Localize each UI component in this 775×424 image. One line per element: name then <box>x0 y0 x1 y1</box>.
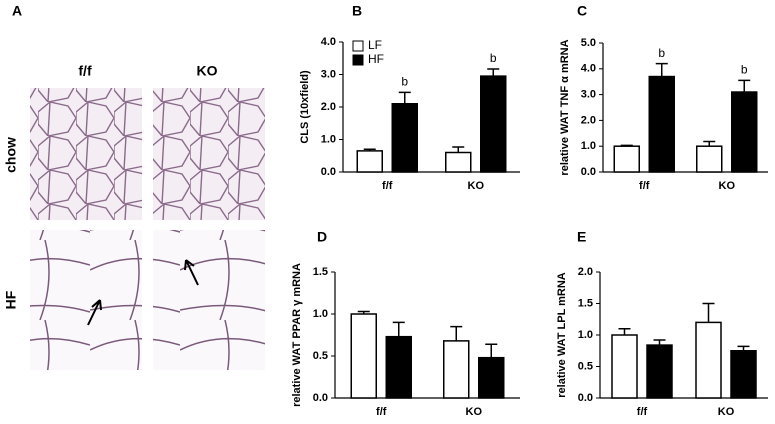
bar <box>696 145 723 173</box>
annotation: b <box>658 46 665 60</box>
legend-swatch <box>352 40 364 52</box>
error-bar <box>452 146 465 153</box>
legend-label: HF <box>368 52 384 66</box>
error-bar <box>738 79 751 93</box>
error-bar <box>485 343 498 358</box>
annotation: b <box>401 75 408 89</box>
y-tick-label: 1.0 <box>321 133 336 145</box>
x-tick-label: KO <box>719 180 736 192</box>
annotation: b <box>741 63 748 77</box>
panel-label: A <box>12 3 22 19</box>
y-tick-label: 0.0 <box>578 392 593 404</box>
y-axis-title: relative WAT LPL mRNA <box>556 272 568 398</box>
error-bar <box>487 68 500 77</box>
y-tick-label: 2.0 <box>321 101 336 113</box>
y-tick-label: 1.0 <box>581 140 596 152</box>
x-tick-label: f/f <box>639 180 650 192</box>
y-tick-label: 1.5 <box>313 266 328 278</box>
micrograph <box>153 88 265 220</box>
y-tick-label: 0.0 <box>581 166 596 178</box>
row-label: chow <box>3 137 19 173</box>
micrograph <box>30 230 142 370</box>
error-bar <box>392 321 405 337</box>
y-tick-label: 5.0 <box>581 37 596 49</box>
x-tick-label: KO <box>718 406 735 418</box>
bar <box>443 340 470 399</box>
error-bar <box>398 91 411 104</box>
annotation: b <box>490 51 497 65</box>
panel-label: B <box>352 3 362 19</box>
bar <box>445 151 472 173</box>
panel-label: C <box>577 3 587 19</box>
error-bar <box>703 140 716 147</box>
bar <box>731 91 758 173</box>
panel-label: E <box>577 229 586 245</box>
y-tick-label: 1.5 <box>578 297 593 309</box>
bar <box>350 313 377 399</box>
error-bar <box>618 327 631 335</box>
y-axis-title: relative WAT PPAR γ mRNA <box>291 263 303 407</box>
bar <box>613 145 640 173</box>
y-tick-label: 0.5 <box>313 350 328 362</box>
legend-label: LF <box>368 38 382 52</box>
error-bar <box>653 339 666 346</box>
micrograph <box>30 88 142 220</box>
y-tick-label: 4.0 <box>581 63 596 75</box>
arrow <box>184 259 199 286</box>
bar <box>695 321 722 399</box>
y-tick-label: 3.0 <box>321 68 336 80</box>
y-tick-label: 0.5 <box>578 360 593 372</box>
bar <box>480 75 507 173</box>
panel-label: D <box>317 229 327 245</box>
error-bar <box>450 325 463 341</box>
error-bar <box>655 62 668 77</box>
y-tick-label: 2.0 <box>578 266 593 278</box>
x-tick-label: KO <box>466 406 483 418</box>
bar <box>385 335 412 399</box>
x-tick-label: f/f <box>637 406 648 418</box>
y-tick-label: 2.0 <box>581 114 596 126</box>
y-tick-label: 3.0 <box>581 89 596 101</box>
row-label: HF <box>3 290 19 309</box>
x-tick-label: KO <box>468 180 485 192</box>
y-tick-label: 0.0 <box>313 392 328 404</box>
bar <box>478 356 505 399</box>
column-label: KO <box>197 63 218 79</box>
legend-swatch <box>352 54 364 66</box>
y-axis-title: CLS (10xfield) <box>299 70 311 144</box>
bar <box>391 103 418 173</box>
bar <box>646 344 673 399</box>
bar <box>356 150 383 173</box>
y-axis-title: relative WAT TNF α mRNA <box>559 39 571 175</box>
bar <box>730 350 757 399</box>
arrow <box>87 299 102 326</box>
error-bar <box>702 302 715 323</box>
y-tick-label: 1.0 <box>313 308 328 320</box>
bar <box>611 334 638 399</box>
y-tick-label: 0.0 <box>321 166 336 178</box>
y-tick-label: 4.0 <box>321 36 336 48</box>
x-tick-label: f/f <box>382 180 393 192</box>
column-label: f/f <box>78 63 92 79</box>
bar <box>648 75 675 173</box>
y-tick-label: 1.0 <box>578 329 593 341</box>
micrograph <box>153 230 265 370</box>
x-tick-label: f/f <box>376 406 387 418</box>
